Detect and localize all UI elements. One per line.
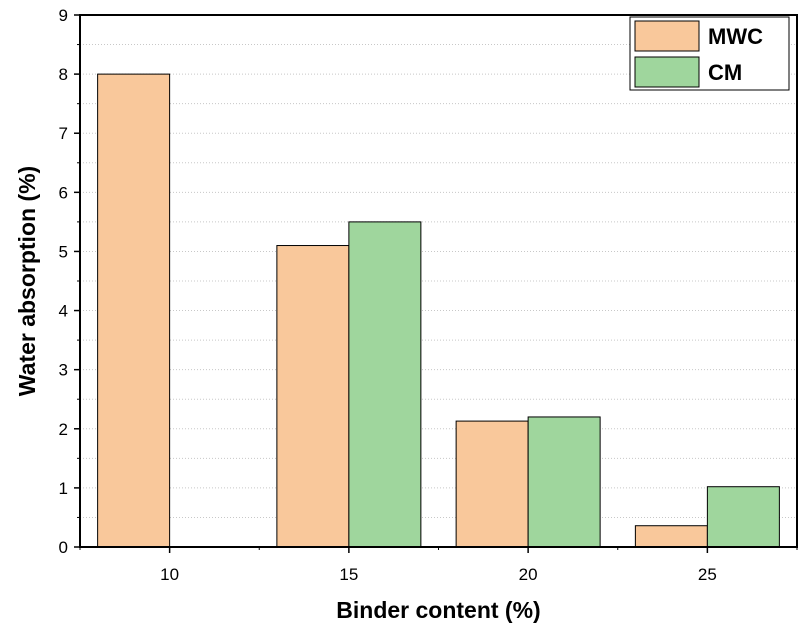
y-tick-label: 3 [59, 361, 68, 380]
y-tick-label: 7 [59, 124, 68, 143]
y-tick-label: 9 [59, 6, 68, 25]
x-tick-label: 10 [160, 565, 179, 584]
legend-swatch-mwc [634, 20, 700, 52]
y-tick-label: 2 [59, 420, 68, 439]
bar-cm-15 [348, 221, 422, 548]
x-tick-label: 15 [339, 565, 358, 584]
y-tick-label: 0 [59, 538, 68, 557]
bar-mwc-25 [634, 525, 708, 548]
y-tick-label: 1 [59, 479, 68, 498]
legend: MWC CM [629, 16, 790, 91]
y-tick-label: 5 [59, 242, 68, 261]
y-tick-label: 4 [59, 302, 68, 321]
x-tick-label: 25 [698, 565, 717, 584]
x-axis-title: Binder content (%) [336, 597, 540, 623]
bar-mwc-10 [97, 73, 171, 548]
y-tick-label: 6 [59, 183, 68, 202]
grid-lines [80, 44, 797, 518]
x-tick-label: 20 [519, 565, 538, 584]
bar-cm-25 [706, 486, 780, 548]
bar-cm-20 [527, 416, 601, 548]
legend-swatch-cm [634, 56, 700, 88]
y-axis-title: Water absorption (%) [14, 166, 40, 396]
axis-ticks: 0 1 2 3 4 5 6 7 8 9 10 15 20 25 [59, 6, 798, 584]
y-tick-label: 8 [59, 65, 68, 84]
bar-mwc-20 [455, 420, 529, 548]
legend-label-cm: CM [708, 60, 742, 85]
legend-label-mwc: MWC [708, 24, 763, 49]
bar-mwc-15 [276, 245, 350, 548]
